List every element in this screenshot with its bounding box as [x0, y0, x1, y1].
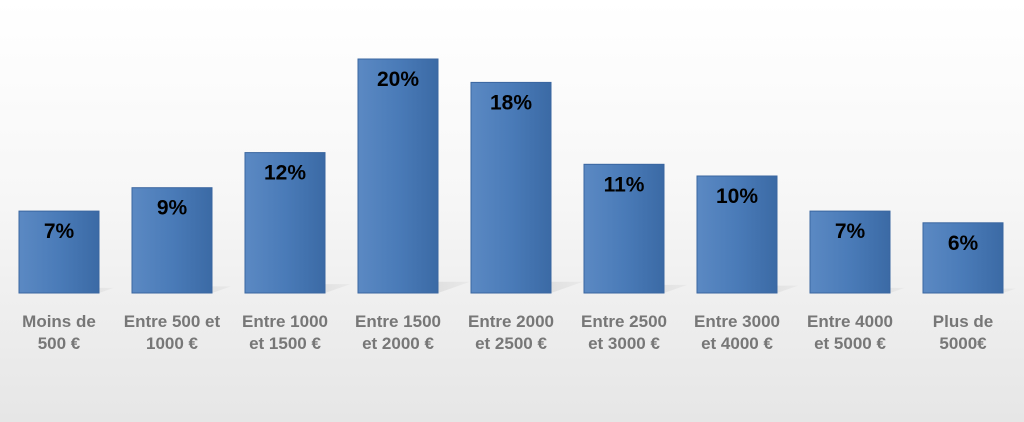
data-labels-group: 7% 9% 12% 20% 18% 11% 10% 7% 6% — [44, 68, 979, 255]
category-label: Entre 1500 et 2000 € — [355, 312, 441, 353]
category-label: Moins de 500 € — [22, 312, 96, 353]
category-label: Entre 3000 et 4000 € — [694, 312, 780, 353]
data-label: 20% — [377, 68, 419, 91]
data-label: 7% — [835, 220, 866, 243]
bar — [583, 163, 665, 294]
data-label: 9% — [157, 197, 188, 220]
category-label: Plus de 5000€ — [932, 312, 994, 353]
bar — [18, 210, 100, 294]
category-label: Entre 500 et 1000 € — [123, 312, 221, 353]
category-label: Entre 4000 et 5000 € — [807, 312, 893, 353]
data-label: 7% — [44, 220, 75, 243]
data-label: 18% — [490, 91, 532, 114]
category-label: Entre 2000 et 2500 € — [468, 312, 554, 353]
bar — [244, 152, 326, 294]
data-label: 10% — [716, 185, 758, 208]
category-label: Entre 1000 et 1500 € — [242, 312, 328, 353]
bar — [470, 81, 552, 294]
data-label: 11% — [604, 173, 645, 196]
bar — [131, 187, 213, 294]
data-label: 12% — [264, 162, 306, 185]
bar — [809, 210, 891, 294]
bar — [696, 175, 778, 294]
bar — [922, 222, 1004, 294]
data-label: 6% — [948, 232, 979, 255]
category-label: Entre 2500 et 3000 € — [581, 312, 667, 353]
bar — [357, 58, 439, 294]
bars-group — [18, 58, 1004, 294]
